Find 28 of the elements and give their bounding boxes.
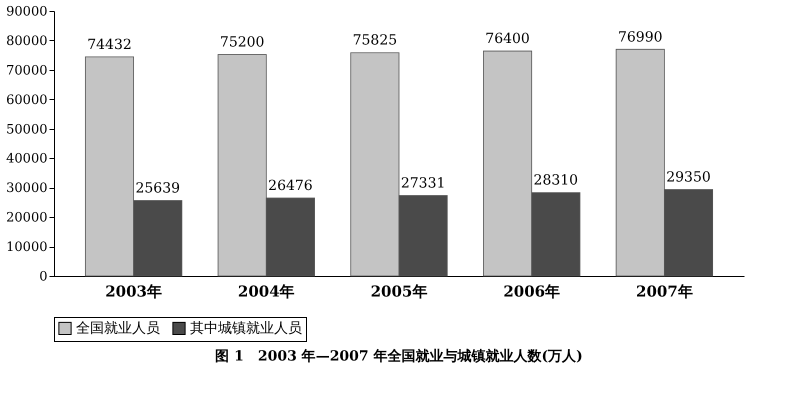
data-label: 25639 bbox=[135, 180, 180, 197]
x-tick-label: 2007年 bbox=[636, 282, 693, 300]
text: 图 1 2003 年—2007 年全国就业与城镇就业人数(万人) bbox=[215, 348, 583, 364]
data-label: 29350 bbox=[666, 170, 711, 186]
y-tick-label: 0 bbox=[39, 270, 48, 284]
x-tick-label: 2003年 bbox=[105, 282, 162, 300]
data-label: 26476 bbox=[268, 178, 313, 194]
legend-label: 其中城镇就业人员 bbox=[190, 320, 302, 336]
legend-label: 全国就业人员 bbox=[76, 320, 160, 336]
x-tick-label: 2004年 bbox=[238, 282, 295, 300]
y-tick-label: 20000 bbox=[6, 210, 48, 226]
x-tick-label: 2005年 bbox=[370, 282, 428, 300]
data-label: 27331 bbox=[400, 176, 446, 192]
y-tick-label: 50000 bbox=[6, 122, 48, 138]
y-tick-label: 30000 bbox=[6, 181, 48, 196]
data-label: 28310 bbox=[534, 172, 578, 189]
y-tick-label: 90000 bbox=[6, 4, 48, 20]
y-tick-label: 10000 bbox=[6, 240, 48, 256]
data-label: 74432 bbox=[87, 36, 132, 53]
data-label: 75200 bbox=[220, 34, 264, 51]
data-label: 75825 bbox=[352, 32, 398, 49]
y-tick-label: 60000 bbox=[6, 92, 48, 108]
x-tick-label: 2006年 bbox=[503, 282, 560, 300]
y-tick-label: 80000 bbox=[6, 34, 48, 49]
y-tick-label: 70000 bbox=[6, 63, 48, 78]
data-label: 76400 bbox=[485, 31, 530, 48]
y-tick-label: 40000 bbox=[6, 152, 48, 167]
data-label: 76990 bbox=[618, 29, 663, 46]
